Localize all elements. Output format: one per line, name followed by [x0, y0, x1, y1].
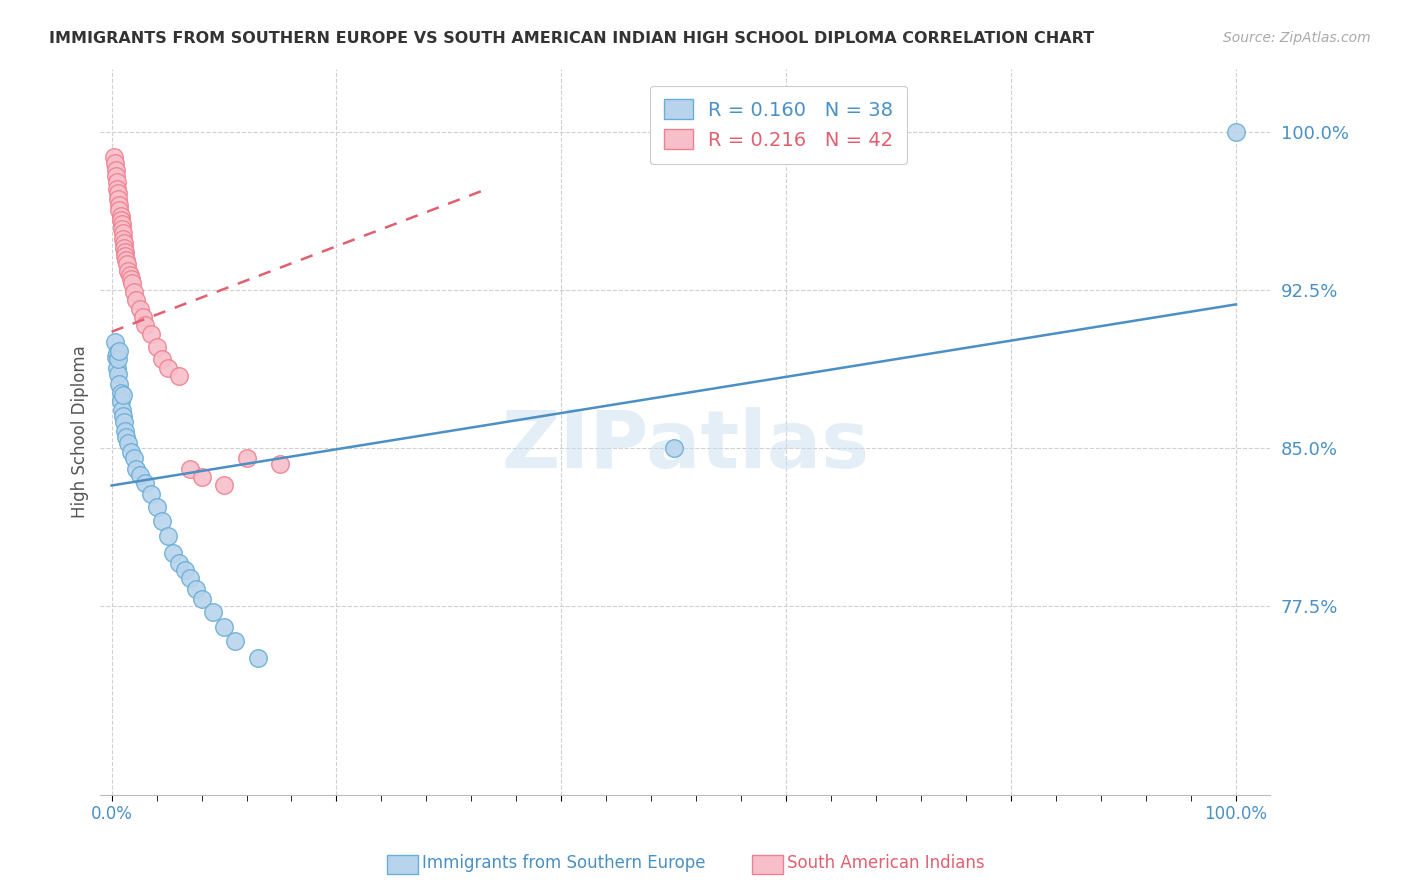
Point: [108, 343, 131, 358]
Point: [111, 221, 134, 235]
Point: [190, 592, 212, 607]
Y-axis label: High School Diploma: High School Diploma: [72, 345, 89, 518]
Point: [108, 202, 131, 217]
Point: [111, 218, 134, 232]
Point: [114, 244, 136, 259]
Point: [139, 326, 162, 341]
Point: [246, 651, 269, 665]
Point: [1225, 125, 1247, 139]
Point: [117, 257, 139, 271]
Point: [128, 301, 150, 316]
Point: [108, 198, 131, 212]
Point: [139, 487, 162, 501]
Point: [110, 385, 132, 400]
Point: [103, 150, 125, 164]
Point: [145, 500, 167, 514]
Point: [179, 571, 201, 585]
Point: [150, 514, 173, 528]
Point: [117, 263, 139, 277]
Point: [105, 169, 128, 183]
Point: [107, 352, 129, 367]
Point: [112, 415, 135, 429]
Point: [173, 563, 195, 577]
Point: [104, 156, 127, 170]
Point: [120, 444, 142, 458]
Point: [110, 213, 132, 227]
Point: [201, 605, 224, 619]
Point: [114, 249, 136, 263]
Point: [111, 388, 134, 402]
Point: [111, 232, 134, 246]
Legend: R = 0.160   N = 38, R = 0.216   N = 42: R = 0.160 N = 38, R = 0.216 N = 42: [650, 86, 907, 163]
Text: Source: ZipAtlas.com: Source: ZipAtlas.com: [1223, 31, 1371, 45]
Point: [179, 461, 201, 475]
Point: [107, 192, 129, 206]
Point: [107, 186, 129, 200]
Point: [111, 402, 134, 417]
Point: [156, 529, 179, 543]
Point: [112, 240, 135, 254]
Point: [150, 352, 173, 367]
Point: [105, 162, 128, 177]
Point: [134, 318, 156, 333]
Point: [134, 476, 156, 491]
Point: [114, 424, 136, 438]
Point: [111, 409, 134, 423]
Point: [107, 367, 129, 381]
Point: [120, 272, 142, 286]
Point: [145, 339, 167, 353]
Point: [104, 335, 127, 350]
Text: ZIPatlas: ZIPatlas: [501, 408, 869, 485]
Point: [110, 394, 132, 409]
Point: [156, 360, 179, 375]
Point: [167, 369, 190, 384]
Point: [128, 467, 150, 482]
Point: [111, 226, 134, 240]
Point: [105, 346, 128, 360]
Point: [212, 478, 235, 492]
Point: [110, 209, 132, 223]
Text: South American Indians: South American Indians: [787, 855, 986, 872]
Point: [105, 175, 128, 189]
Point: [662, 441, 685, 455]
Point: [235, 451, 257, 466]
Point: [108, 377, 131, 392]
Text: Immigrants from Southern Europe: Immigrants from Southern Europe: [422, 855, 706, 872]
Point: [125, 293, 148, 308]
Point: [122, 451, 145, 466]
Point: [167, 557, 190, 571]
Point: [117, 436, 139, 450]
Point: [212, 619, 235, 633]
Point: [269, 458, 291, 472]
Text: IMMIGRANTS FROM SOUTHERN EUROPE VS SOUTH AMERICAN INDIAN HIGH SCHOOL DIPLOMA COR: IMMIGRANTS FROM SOUTHERN EUROPE VS SOUTH…: [49, 31, 1094, 46]
Point: [184, 582, 207, 596]
Point: [122, 285, 145, 299]
Point: [118, 268, 141, 282]
Point: [105, 360, 128, 375]
Point: [105, 181, 128, 195]
Point: [162, 546, 184, 560]
Point: [121, 277, 143, 291]
Point: [132, 310, 155, 324]
Point: [115, 253, 138, 268]
Point: [112, 236, 135, 251]
Point: [115, 430, 138, 444]
Point: [105, 350, 128, 364]
Point: [224, 634, 246, 648]
Point: [190, 470, 212, 484]
Point: [125, 461, 148, 475]
